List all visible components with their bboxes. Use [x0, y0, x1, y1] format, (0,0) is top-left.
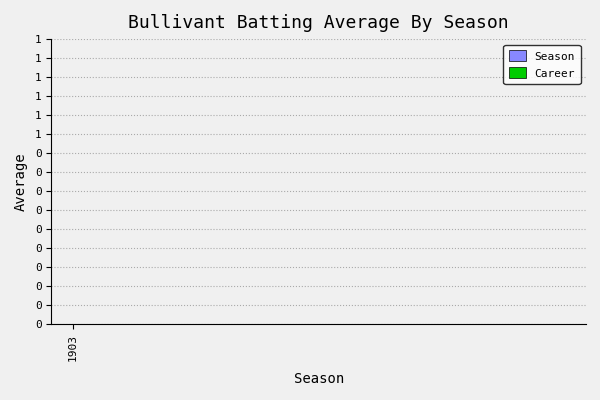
Legend: Season, Career: Season, Career [503, 44, 581, 84]
Y-axis label: Average: Average [14, 152, 28, 211]
Title: Bullivant Batting Average By Season: Bullivant Batting Average By Season [128, 14, 509, 32]
X-axis label: Season: Season [293, 372, 344, 386]
